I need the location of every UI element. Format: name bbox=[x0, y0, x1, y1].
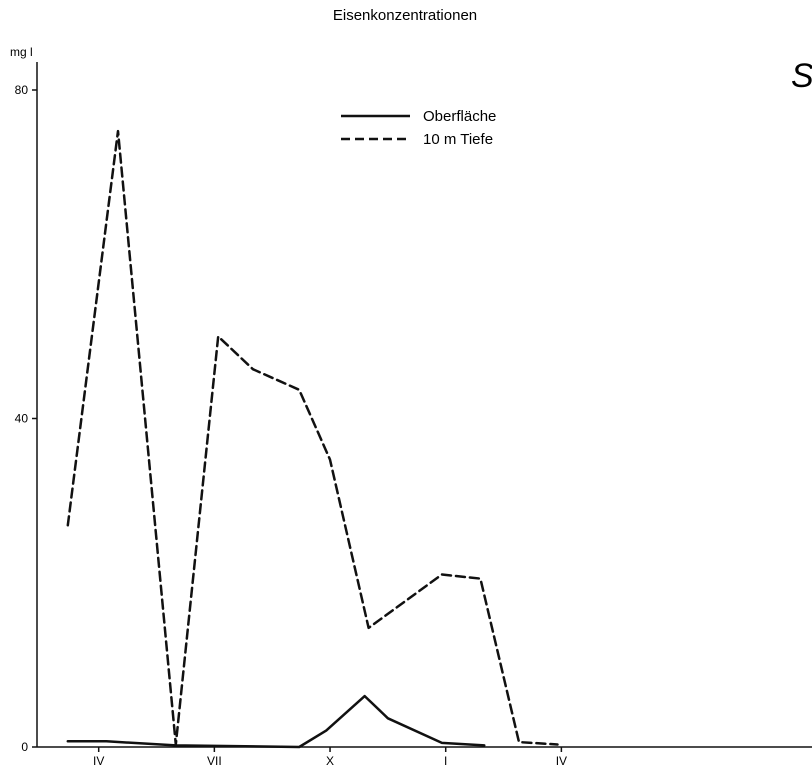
legend: Oberfläche 10 m Tiefe bbox=[341, 108, 496, 148]
x-tick-label-4: IV bbox=[556, 754, 567, 768]
x-tick-label-2: X bbox=[326, 754, 334, 768]
y-tick-label-40: 40 bbox=[15, 412, 29, 426]
y-ticks: 0 40 80 bbox=[15, 83, 37, 754]
series-line-oberflaeche bbox=[68, 696, 485, 747]
legend-label-oberflaeche: Oberfläche bbox=[423, 108, 496, 125]
x-ticks: IV VII X I IV bbox=[93, 747, 567, 768]
corner-letter: S bbox=[791, 57, 812, 95]
x-tick-label-1: VII bbox=[207, 754, 222, 768]
data-series bbox=[68, 131, 558, 747]
y-axis-unit-label: mg l bbox=[10, 45, 33, 59]
y-tick-label-80: 80 bbox=[15, 83, 29, 97]
series-line-10m-tiefe bbox=[68, 131, 558, 744]
legend-label-10m-tiefe: 10 m Tiefe bbox=[423, 131, 493, 148]
x-tick-label-3: I bbox=[444, 754, 447, 768]
y-tick-label-0: 0 bbox=[21, 740, 28, 754]
chart-title: Eisenkonzentrationen bbox=[333, 7, 477, 24]
x-tick-label-0: IV bbox=[93, 754, 104, 768]
